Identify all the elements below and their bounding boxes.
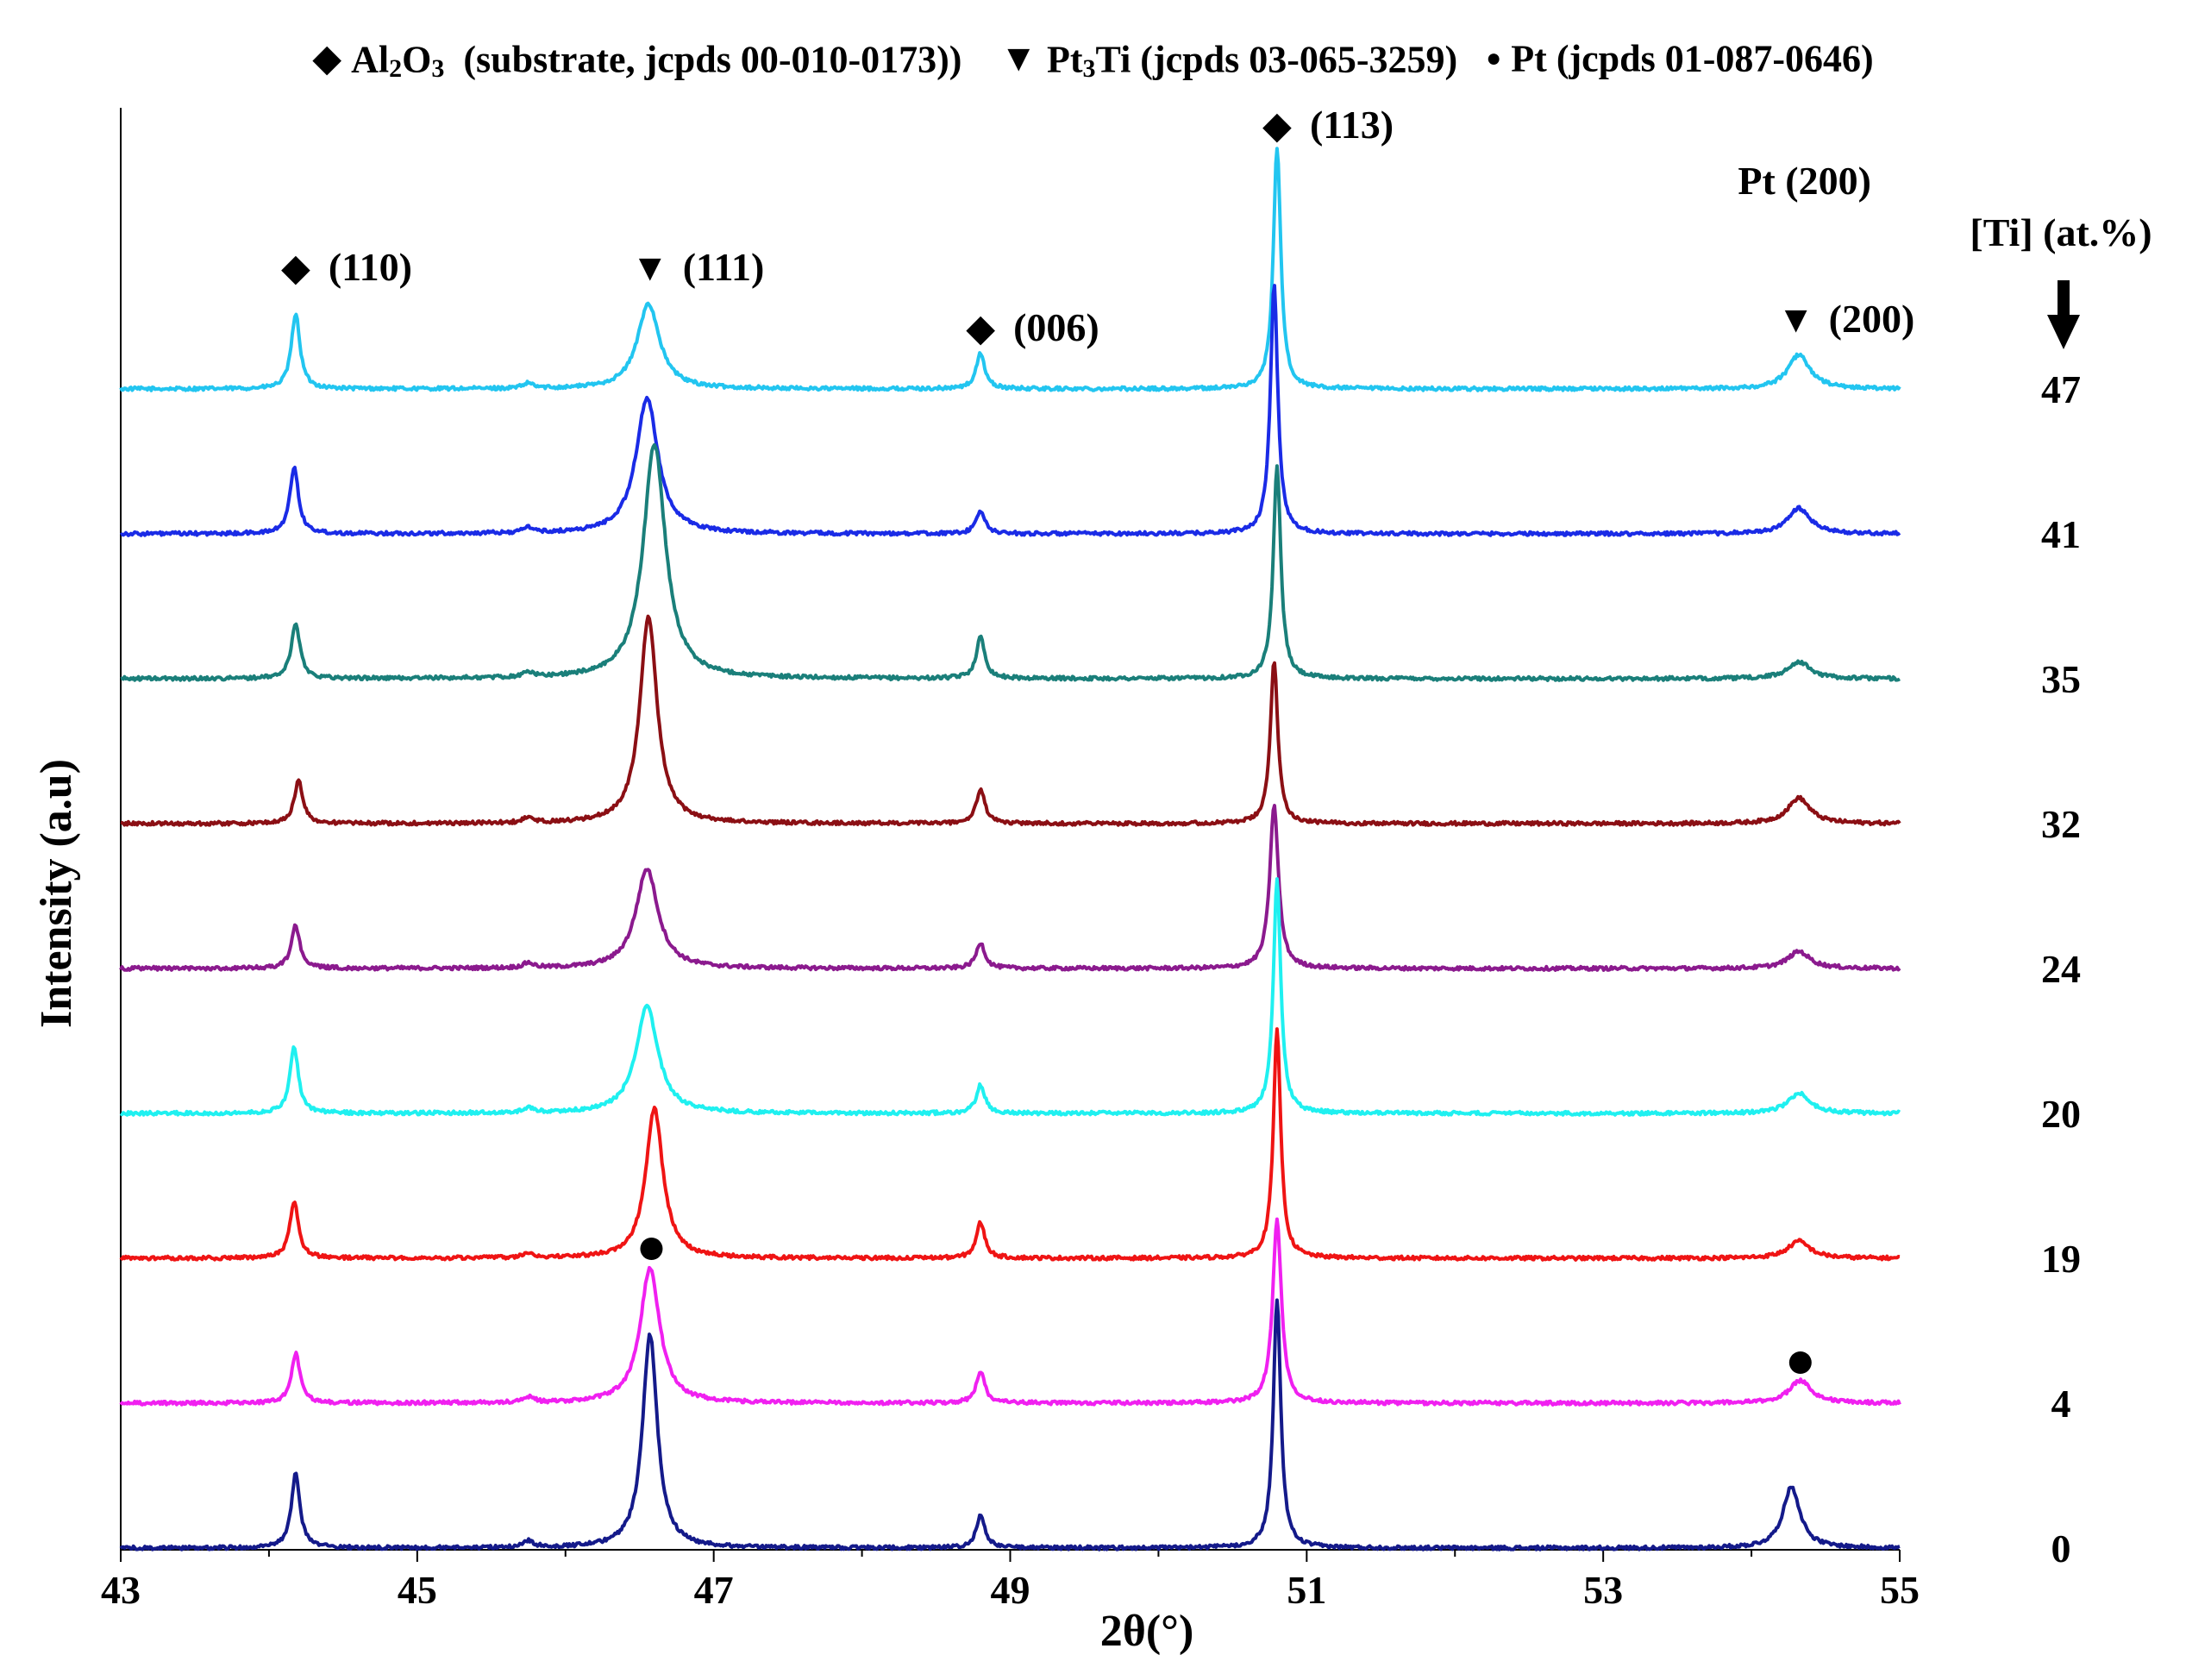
y-axis-label: Intensity (a.u) xyxy=(32,759,81,1028)
x-tick-label: 53 xyxy=(1583,1568,1623,1612)
x-tick-label: 55 xyxy=(1880,1568,1920,1612)
legend: ◆ Al2O3 (substrate, jcpds 00-010-0173)) … xyxy=(0,33,2186,84)
triangle-down-icon: ▼ xyxy=(1777,298,1815,341)
x-tick-label: 45 xyxy=(398,1568,437,1612)
circle-icon: ● xyxy=(1486,43,1502,72)
series-label-35: 35 xyxy=(2041,657,2081,701)
annotation-layer: ◆ (110) ▼ (111) ◆ (006) ◆ (113) ▼ (200) Pt (200) xyxy=(281,103,1914,1374)
circle-icon xyxy=(1788,1351,1812,1374)
peak-label: (200) xyxy=(1829,297,1915,341)
triangle-down-icon: ▼ xyxy=(999,37,1037,80)
diamond-icon: ◆ xyxy=(281,247,310,289)
series-label-19: 19 xyxy=(2041,1237,2081,1281)
series-label-4: 4 xyxy=(2051,1382,2071,1426)
diamond-icon: ◆ xyxy=(312,37,342,80)
triangle-down-icon: ▼ xyxy=(631,247,669,289)
legend-pt3ti: Pt3Ti (jcpds 03-065-3259) xyxy=(1047,38,1458,83)
series-line-41 xyxy=(120,284,1901,537)
series-line-32 xyxy=(120,614,1901,827)
series-line-47 xyxy=(119,147,1901,392)
series-line-20 xyxy=(119,877,1901,1117)
x-axis-label: 2θ(°) xyxy=(1100,1607,1194,1656)
x-tick-label: 43 xyxy=(101,1568,141,1612)
x-tick-label: 51 xyxy=(1287,1568,1326,1612)
series-label-32: 32 xyxy=(2041,802,2081,846)
down-arrow-icon xyxy=(2047,280,2080,349)
series-line-0 xyxy=(119,1298,1901,1551)
circle-icon xyxy=(640,1238,663,1260)
series-line-19 xyxy=(119,1027,1901,1262)
peak-label: (111) xyxy=(683,245,765,289)
peak-label: Pt (200) xyxy=(1738,159,1871,203)
series-line-24 xyxy=(119,804,1901,972)
axes: 43 45 47 49 51 53 55 xyxy=(101,108,1920,1612)
diamond-icon: ◆ xyxy=(966,307,995,349)
diamond-icon: ◆ xyxy=(1262,104,1292,147)
peak-label: (113) xyxy=(1310,103,1394,147)
series-label-47: 47 xyxy=(2041,367,2081,411)
series-label-20: 20 xyxy=(2041,1092,2081,1136)
x-tick-label: 49 xyxy=(991,1568,1030,1612)
peak-label: (110) xyxy=(329,245,412,289)
series-line-35 xyxy=(120,442,1901,682)
peak-label: (006) xyxy=(1013,305,1099,349)
x-tick-label: 47 xyxy=(694,1568,734,1612)
series-line-4 xyxy=(119,1217,1901,1407)
series-label-24: 24 xyxy=(2041,947,2081,991)
composition-label: [Ti] (at.%) xyxy=(1970,210,2152,254)
legend-pt: Pt (jcpds 01-087-0646) xyxy=(1511,37,1874,80)
series-layer: 47 41 35 32 24 20 19 4 0 xyxy=(119,147,2081,1570)
series-label-0: 0 xyxy=(2051,1526,2071,1570)
series-label-41: 41 xyxy=(2041,512,2081,556)
legend-al2o3: Al2O3 (substrate, jcpds 00-010-0173)) xyxy=(351,38,962,83)
